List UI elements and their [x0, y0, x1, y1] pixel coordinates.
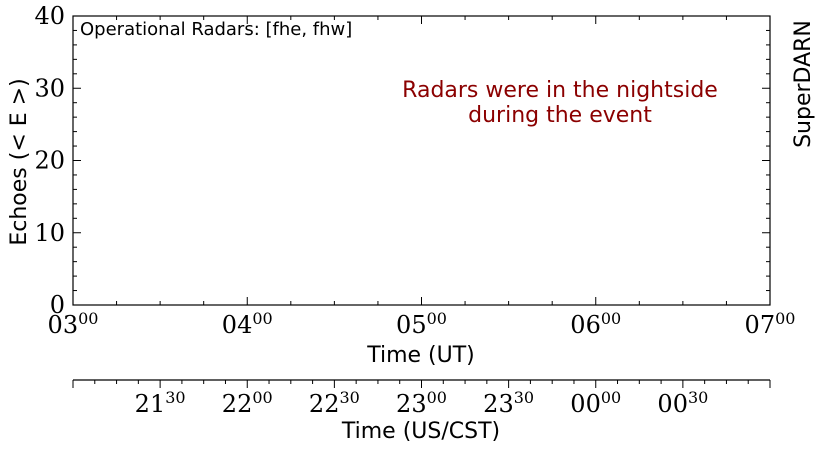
y-tick-label: 20	[34, 147, 65, 175]
x2-tick-label: 2330	[483, 388, 534, 418]
plot-area	[72, 15, 771, 306]
x2-tick-label: 2300	[396, 388, 447, 418]
y-axis-label: Echoes (< E >)	[7, 78, 32, 245]
y-tick-label: 10	[34, 219, 65, 247]
x2-axis-label: Time (US/CST)	[341, 419, 500, 444]
ticks: 0 10 20 30 40 0300 0400 0500 0600 0700 2130 2200 223…	[34, 2, 795, 418]
x2-tick-label: 2200	[222, 388, 273, 418]
y-tick-label: 0	[50, 291, 65, 319]
x-tick-label: 0600	[570, 309, 621, 339]
y-tick-label: 30	[34, 74, 65, 102]
y-tick-label: 40	[34, 2, 65, 30]
x2-tick-label: 2230	[309, 388, 360, 418]
x-tick-label: 0700	[745, 309, 796, 339]
x-tick-label: 0500	[396, 309, 447, 339]
side-label: SuperDARN	[791, 20, 816, 148]
x2-tick-label: 0030	[657, 388, 708, 418]
annotation-line-1: Radars were in the nightside	[402, 78, 718, 103]
inset-label: Operational Radars: [fhe, fhw]	[80, 19, 352, 40]
x2-tick-label: 0000	[570, 388, 621, 418]
annotation-line-2: during the event	[468, 103, 652, 128]
x-axis-label: Time (UT)	[366, 343, 475, 368]
x-tick-label: 0300	[48, 309, 99, 339]
x-tick-label: 0400	[222, 309, 273, 339]
x2-tick-label: 2130	[135, 388, 186, 418]
plot-frame	[72, 15, 771, 306]
